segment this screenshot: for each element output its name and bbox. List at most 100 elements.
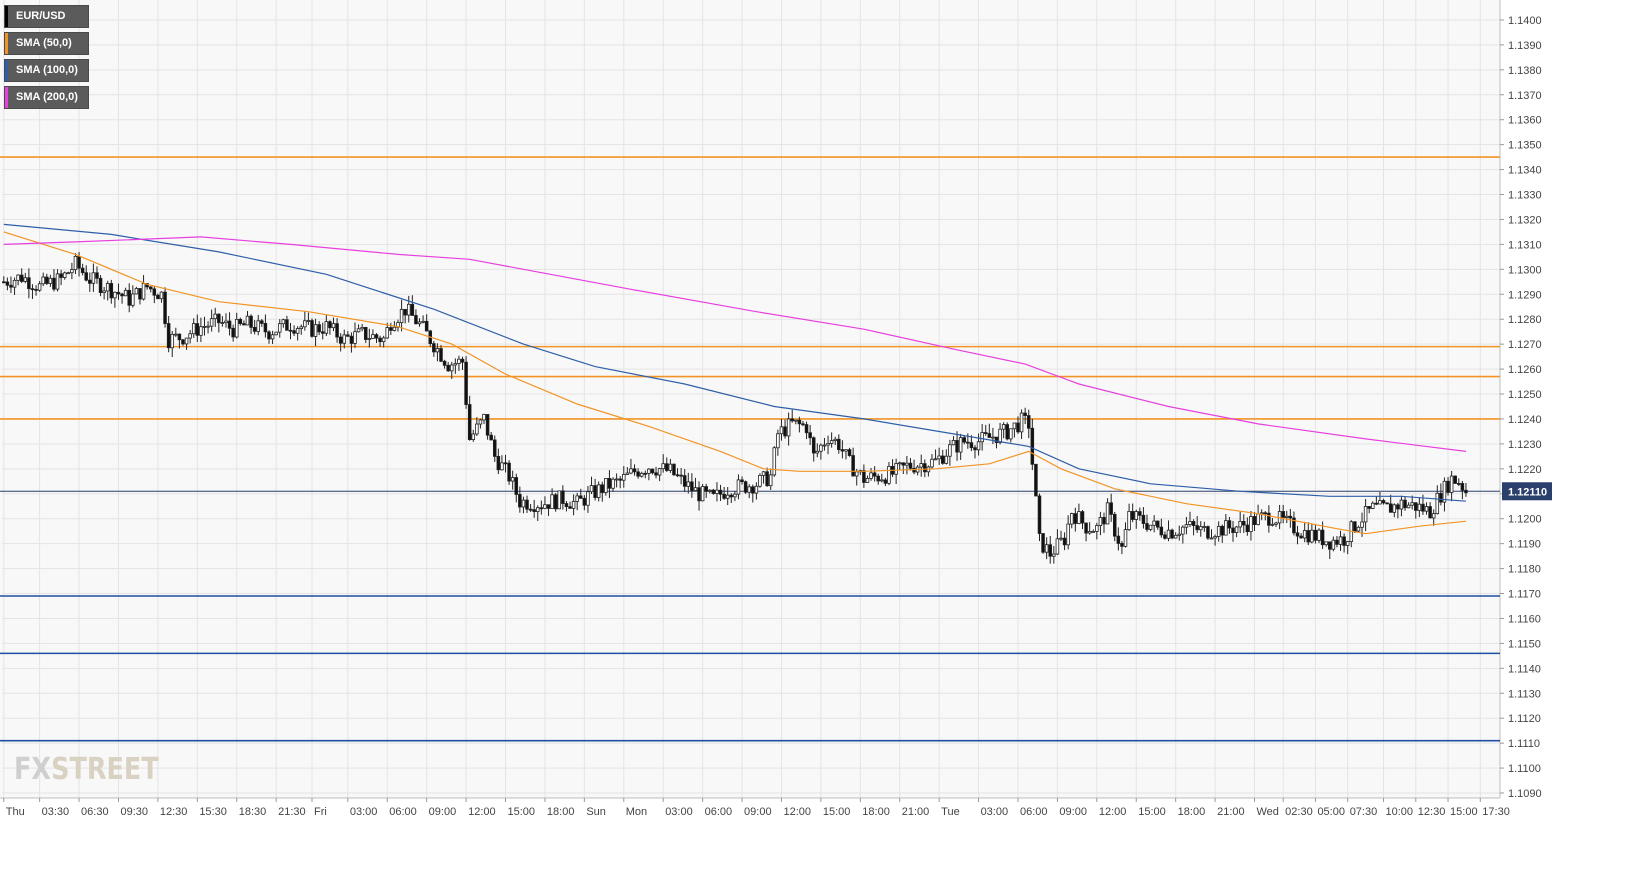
candle-body	[1026, 415, 1031, 429]
candle-body	[156, 294, 160, 300]
candle-body	[1263, 512, 1268, 515]
candle-body	[582, 497, 587, 506]
candle-body	[356, 328, 361, 333]
x-tick-label: 07:30	[1350, 806, 1378, 818]
candle-body	[679, 474, 683, 477]
candle-body	[1202, 526, 1207, 528]
sma-line	[3, 223, 1467, 502]
candle-body	[457, 358, 461, 364]
candle-body	[700, 486, 705, 502]
candle-body	[837, 438, 841, 451]
candle-body	[758, 474, 762, 487]
candle-body	[1130, 511, 1135, 520]
candle-body	[23, 277, 28, 282]
candle-body	[1188, 521, 1192, 526]
legend-item-sma50[interactable]: SMA (50,0)	[4, 32, 89, 55]
candle-body	[801, 423, 805, 426]
candle-body	[675, 474, 680, 477]
candle-body	[1019, 412, 1024, 433]
sma-line	[3, 231, 1467, 535]
candle-body	[1442, 480, 1447, 503]
x-tick-label: 06:30	[81, 806, 109, 818]
candle-body	[611, 478, 615, 489]
y-tick-label: 1.1330	[1508, 190, 1542, 202]
candle-body	[378, 337, 382, 343]
y-tick-label: 1.1100	[1508, 763, 1541, 775]
x-tick-label: 05:00	[1317, 806, 1345, 818]
legend-item-price[interactable]: EUR/USD	[4, 5, 89, 28]
candle-body	[1155, 520, 1160, 528]
legend-item-sma100[interactable]: SMA (100,0)	[4, 59, 89, 82]
candle-body	[335, 323, 339, 338]
candle-body	[973, 447, 977, 451]
x-tick-label: 15:00	[1138, 806, 1166, 818]
candle-body	[435, 348, 440, 353]
candle-body	[532, 509, 536, 512]
candle-body	[1249, 516, 1253, 533]
candle-body	[174, 333, 178, 336]
candle-body	[593, 485, 597, 498]
legend-swatch-sma200	[5, 87, 8, 108]
candle-body	[324, 321, 329, 334]
candle-body	[260, 320, 264, 324]
candle-body	[1080, 511, 1085, 524]
candle-body	[819, 444, 823, 452]
legend-swatch-price	[5, 6, 8, 27]
candle-body	[34, 289, 38, 291]
candle-body	[245, 315, 250, 326]
x-tick-label: 21:30	[278, 806, 306, 818]
candle-body	[281, 319, 286, 325]
candle-body	[195, 323, 200, 336]
candle-body	[1109, 502, 1113, 515]
candle-body	[91, 272, 96, 284]
x-tick-label: 03:00	[350, 806, 378, 818]
candle-body	[12, 279, 17, 288]
candle-body	[826, 443, 830, 446]
candle-body	[1091, 531, 1096, 533]
candle-body	[363, 326, 368, 340]
candle-body	[98, 277, 103, 293]
candle-body	[1198, 526, 1203, 531]
candle-body	[475, 423, 479, 435]
legend-item-sma200[interactable]: SMA (200,0)	[4, 86, 89, 109]
candle-body	[166, 323, 171, 349]
candle-body	[1328, 541, 1332, 550]
candle-body	[987, 433, 992, 438]
candle-body	[9, 284, 13, 288]
candle-body	[715, 489, 719, 494]
candle-body	[80, 267, 85, 274]
candle-body	[1431, 513, 1436, 519]
candle-body	[546, 504, 551, 509]
candle-body	[905, 462, 909, 466]
x-tick-label: Tue	[941, 806, 960, 818]
candle-body	[77, 255, 81, 269]
candle-body	[1224, 520, 1228, 536]
candle-body	[779, 426, 784, 435]
x-tick-label: 09:00	[429, 806, 457, 818]
legend-swatch-sma50	[5, 33, 8, 54]
candle-body	[1414, 502, 1418, 511]
candle-body	[686, 481, 691, 487]
candle-body	[5, 281, 10, 286]
candle-body	[1209, 537, 1214, 540]
candle-body	[1177, 533, 1182, 536]
y-tick-label: 1.1250	[1508, 389, 1542, 401]
candle-body	[1288, 515, 1293, 519]
candle-body	[725, 494, 730, 499]
x-tick-label: Thu	[6, 806, 25, 818]
candle-body	[847, 449, 852, 456]
candle-body	[503, 462, 508, 465]
candle-body	[1159, 526, 1164, 536]
candle-body	[991, 436, 995, 439]
candle-body	[1439, 492, 1443, 503]
candle-body	[751, 486, 755, 494]
candle-body	[109, 283, 114, 299]
candle-body	[120, 293, 124, 297]
candle-body	[1274, 522, 1278, 525]
candle-body	[460, 358, 465, 363]
candle-body	[639, 472, 644, 477]
candle-body	[84, 272, 88, 281]
candle-body	[37, 283, 42, 291]
candle-body	[1016, 422, 1020, 433]
